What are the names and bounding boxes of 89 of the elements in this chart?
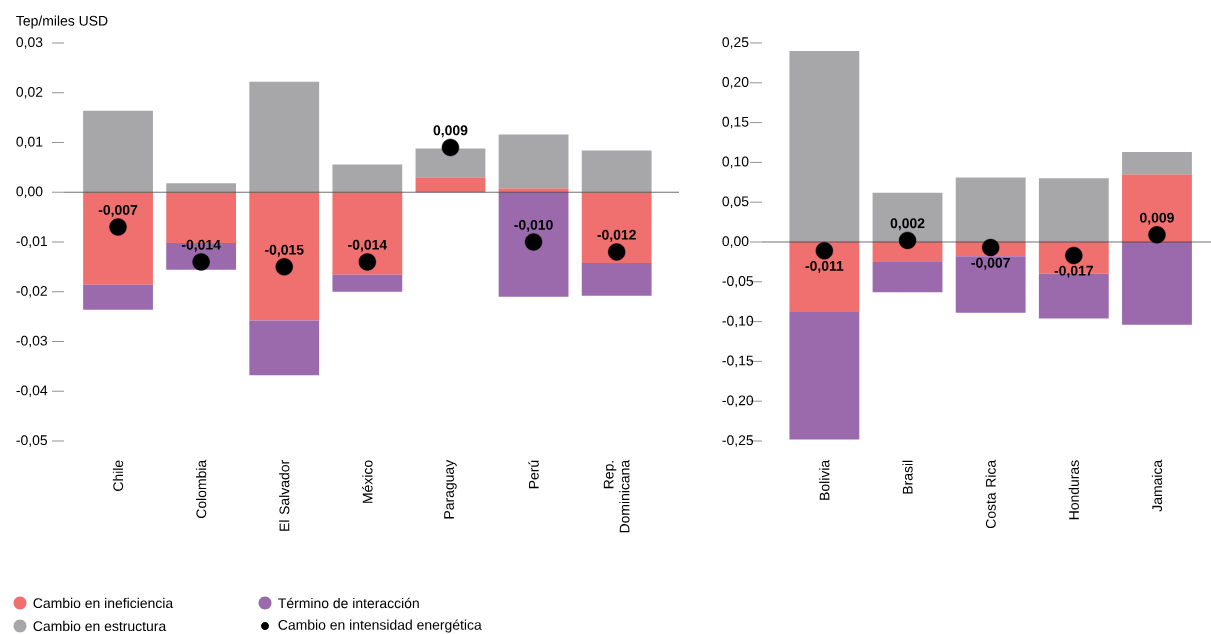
point (275, 258, 293, 276)
bar (1122, 241, 1192, 325)
bar (332, 274, 403, 292)
data-label: -0,007 (971, 257, 1010, 270)
y-tick-label: -0,01 (16, 236, 47, 248)
data-label: -0,010 (514, 219, 553, 232)
y-tick-label: -0,25 (722, 435, 754, 447)
bar (83, 110, 153, 193)
bar (955, 177, 1026, 242)
point (192, 253, 210, 271)
legend-label: Cambio en estructura (33, 620, 167, 632)
y-tick-label: -0,03 (16, 335, 48, 348)
y-tick-label: 0,25 (722, 37, 749, 49)
data-label: -0,011 (805, 260, 844, 273)
y-tick-label: 0,00 (16, 186, 43, 198)
bar (955, 256, 1026, 313)
y-axis-title: Tep/miles USD (16, 15, 108, 29)
x-tick-label: Perú (528, 460, 539, 489)
y-tick-label: 0,00 (722, 236, 749, 248)
bar (789, 50, 860, 242)
data-label: -0,015 (265, 244, 304, 257)
bar (498, 188, 569, 193)
y-tick-label: -0,05 (16, 435, 48, 447)
y-tick-label: 0,15 (722, 116, 749, 129)
x-tick-label: Paraguay (444, 459, 457, 519)
data-label: -0,017 (1054, 265, 1093, 278)
bar (1122, 152, 1192, 175)
bar (498, 192, 569, 297)
bar (498, 134, 569, 189)
x-tick-label: Colombia (196, 459, 207, 519)
bar (1038, 178, 1109, 242)
y-tick-label: 0,03 (16, 37, 43, 49)
x-tick-label: Honduras (1068, 460, 1079, 520)
data-label: 0,009 (433, 125, 468, 138)
bar (249, 320, 320, 376)
bar (83, 192, 153, 285)
legend-label: Cambio en ineficiencia (33, 597, 174, 609)
point (441, 138, 460, 157)
x-tick-label: Jamaica (1151, 459, 1163, 512)
point (607, 243, 626, 261)
data-label: 0,009 (1140, 212, 1174, 225)
data-label: -0,012 (597, 229, 636, 242)
x-tick-label: Costa Rica (985, 459, 996, 529)
legend-label: Término de interacción (278, 597, 419, 609)
bar (1122, 174, 1192, 242)
bar (249, 81, 320, 193)
data-label: -0,007 (98, 204, 138, 217)
y-tick-label: -0,02 (16, 285, 47, 298)
data-label: -0,014 (181, 239, 221, 252)
bar (581, 192, 652, 263)
bar (789, 241, 860, 313)
y-tick-label: -0,04 (16, 385, 48, 397)
bar (83, 284, 153, 310)
point (524, 233, 543, 251)
point (358, 253, 377, 271)
y-tick-label: -0,05 (722, 276, 754, 288)
x-tick-label: México (362, 460, 373, 503)
bar (415, 177, 486, 193)
y-tick-label: 0,01 (16, 136, 43, 149)
x-tick-label: Chile (112, 460, 124, 491)
y-tick-label: -0,15 (722, 355, 754, 368)
x-tick-label: El Salvador (279, 460, 290, 531)
y-tick-label: 0,10 (722, 156, 749, 169)
y-tick-label: 0,20 (722, 77, 749, 89)
point (109, 218, 127, 236)
bar (872, 261, 943, 293)
bar (332, 164, 403, 193)
point (1065, 246, 1083, 265)
data-label: 0,002 (890, 218, 925, 231)
bar (789, 312, 860, 440)
data-label: -0,014 (348, 239, 388, 252)
legend-label: Cambio en intensidad energética (278, 619, 482, 633)
bar (332, 192, 403, 275)
y-tick-label: 0,02 (16, 86, 43, 99)
bar (581, 262, 652, 296)
y-tick-label: -0,10 (722, 315, 754, 328)
y-tick-label: 0,05 (722, 196, 749, 208)
x-tick-label: Bolivia (819, 459, 830, 500)
point (815, 242, 834, 260)
point (898, 231, 917, 250)
bar (415, 148, 486, 178)
bar (249, 192, 320, 321)
point (981, 238, 1000, 257)
bar (581, 150, 652, 193)
bar (166, 183, 237, 193)
x-tick-label: Brasil (902, 460, 913, 494)
point (1148, 226, 1166, 244)
y-tick-label: -0,20 (722, 395, 754, 407)
x-tick-label: Rep. Dominicana (603, 459, 630, 533)
